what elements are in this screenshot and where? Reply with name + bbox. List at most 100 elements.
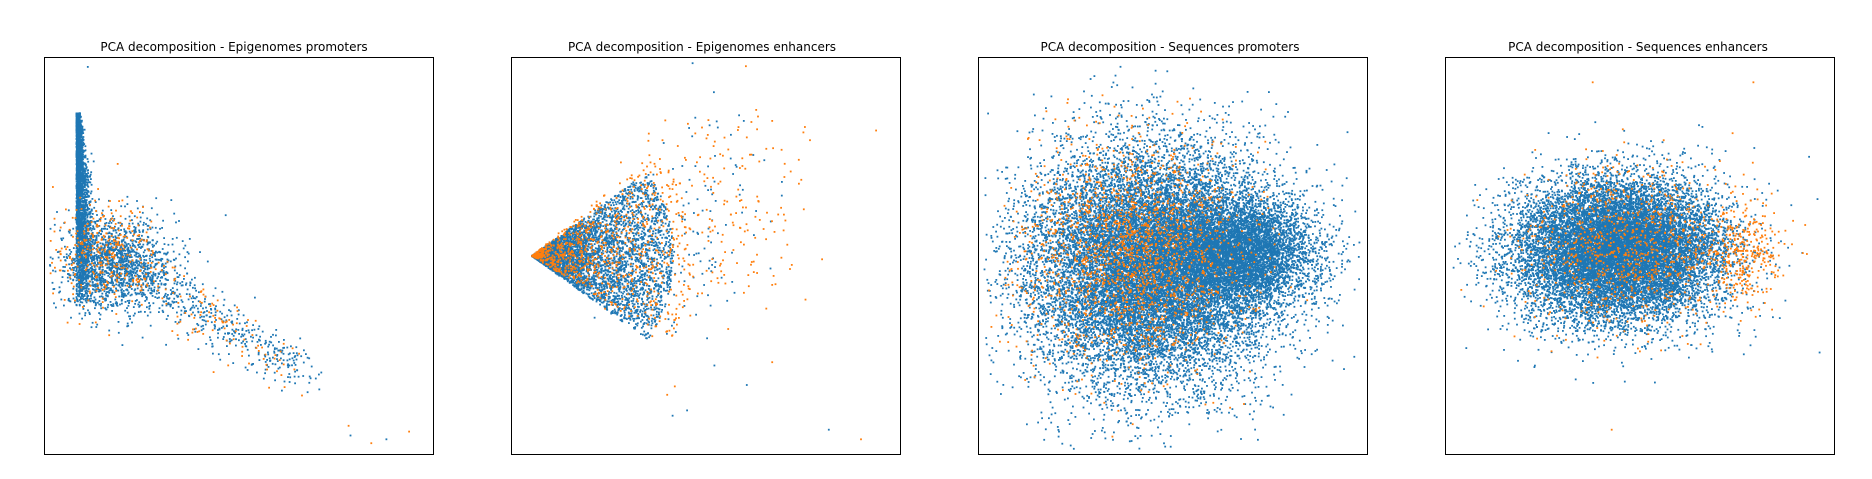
scatter-point (93, 277, 96, 280)
scatter-point (245, 325, 248, 327)
scatter-point (135, 275, 137, 278)
scatter-point (308, 381, 311, 384)
scatter-point (189, 282, 192, 284)
scatter-point (100, 257, 103, 259)
scatter-point (101, 236, 103, 239)
scatter-point (68, 249, 71, 251)
scatter-point (172, 290, 175, 293)
scatter-point (92, 288, 94, 291)
scatter-point (94, 262, 96, 265)
scatter-point (179, 320, 182, 323)
scatter-point (90, 248, 92, 250)
scatter-point (140, 246, 143, 248)
scatter-point (99, 274, 101, 277)
scatter-point (59, 253, 62, 255)
scatter-point (282, 347, 285, 349)
scatter-point (76, 273, 79, 275)
scatter-point (95, 326, 98, 328)
scatter-point (107, 262, 110, 265)
scatter-point (98, 303, 101, 306)
scatter-point (80, 154, 83, 156)
scatter-point (112, 256, 115, 258)
scatter-point (156, 297, 159, 299)
scatter-point (219, 358, 222, 361)
scatter-point (120, 229, 122, 231)
scatter-point (272, 333, 274, 336)
scatter-point (142, 265, 145, 267)
scatter-point (74, 260, 77, 263)
scatter-point (265, 341, 267, 344)
scatter-point (75, 236, 78, 239)
scatter-point (121, 224, 123, 227)
scatter-point (154, 274, 157, 277)
scatter-point (106, 260, 109, 263)
scatter-point (136, 200, 138, 202)
scatter-point (644, 219, 646, 221)
scatter-point (131, 276, 134, 278)
scatter-point (105, 257, 108, 260)
scatter-point (111, 291, 114, 294)
scatter-point (84, 178, 87, 181)
scatter-point (87, 229, 90, 232)
scatter-point (138, 229, 141, 232)
scatter-point (287, 363, 289, 366)
scatter-point (246, 321, 248, 324)
scatter-point (73, 258, 76, 260)
scatter-point (104, 270, 107, 272)
scatter-point (242, 335, 245, 337)
scatter-point (85, 201, 88, 204)
scatter-point (76, 230, 79, 232)
scatter-point (95, 289, 98, 292)
scatter-point (120, 272, 122, 275)
scatter-point (119, 247, 122, 250)
scatter-point (116, 268, 119, 271)
scatter-point (137, 252, 140, 255)
scatter-point (165, 343, 167, 346)
scatter-point (84, 164, 87, 167)
scatter-point (81, 293, 83, 296)
scatter-point (121, 344, 124, 346)
scatter-point (140, 262, 143, 265)
scatter-point (76, 193, 78, 195)
scatter-point (192, 304, 195, 307)
scatter-point (286, 364, 289, 367)
scatter-point (117, 221, 120, 224)
scatter-point (131, 239, 134, 242)
scatter-point (109, 248, 111, 251)
scatter-point (127, 282, 130, 285)
scatter-point (193, 284, 196, 287)
scatter-point (228, 332, 231, 335)
scatter-point (162, 311, 165, 313)
scatter-point (101, 250, 104, 253)
scatter-point (80, 142, 83, 145)
scatter-point (198, 291, 200, 294)
scatter-point (75, 267, 78, 270)
scatter-point (167, 298, 170, 300)
scatter-point (157, 261, 160, 264)
scatter-point (126, 325, 129, 328)
scatter-point (208, 316, 211, 318)
scatter-point (80, 245, 82, 248)
scatter-point (49, 272, 52, 275)
scatter-point (140, 286, 143, 289)
scatter-point (138, 255, 140, 257)
scatter-point (87, 232, 89, 234)
scatter-point (235, 338, 237, 341)
scatter-point (99, 270, 102, 273)
scatter-point (301, 394, 303, 397)
scatter-point (200, 311, 202, 314)
scatter-point (77, 190, 80, 192)
scatter-point (94, 289, 97, 292)
scatter-point (69, 274, 72, 277)
scatter-point (254, 296, 256, 299)
scatter-point (109, 259, 112, 262)
scatter-point (215, 305, 217, 308)
scatter-point (77, 260, 80, 262)
scatter-point (76, 115, 78, 118)
scatter-point (78, 247, 81, 249)
scatter-point (79, 164, 82, 167)
scatter-point (108, 250, 111, 253)
scatter-point (115, 313, 118, 315)
scatter-point (261, 346, 263, 349)
scatter-point (123, 260, 126, 263)
